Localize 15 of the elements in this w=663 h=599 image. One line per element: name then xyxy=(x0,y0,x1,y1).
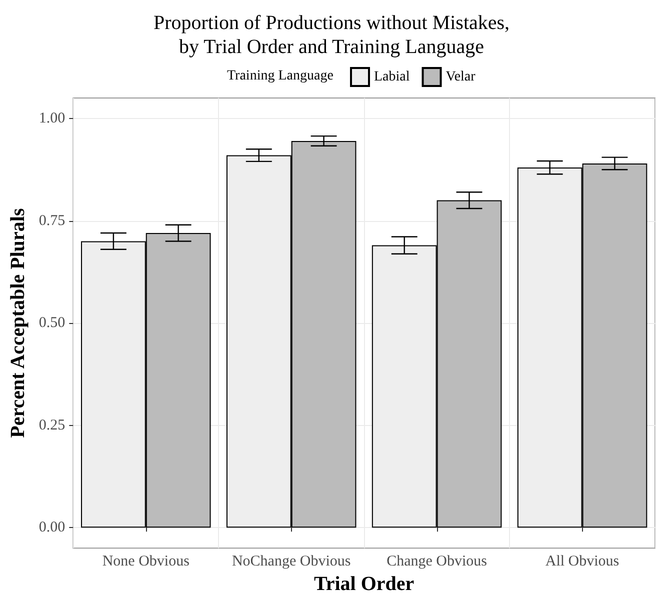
y-axis-title: Percent Acceptable Plurals xyxy=(7,208,29,438)
y-tick-label: 0.25 xyxy=(38,417,66,434)
legend-label: Velar xyxy=(446,70,476,84)
x-tick-label: None Obvious xyxy=(102,554,190,570)
y-tick-label: 1.00 xyxy=(38,110,66,126)
x-axis-title: Trial Order xyxy=(314,573,414,595)
x-tick-label: All Obvious xyxy=(545,554,620,570)
legend-label: Labial xyxy=(374,70,410,84)
x-tick-label: Change Obvious xyxy=(386,554,488,570)
y-tick-label: 0.00 xyxy=(38,520,66,536)
y-tick-label: 0.75 xyxy=(38,212,66,229)
legend-title: Training Language xyxy=(227,68,334,84)
y-tick-label: 0.50 xyxy=(38,315,66,332)
chart-title: Proportion of Productions without Mistakes, by Trial Order and Training Language xyxy=(153,12,510,58)
x-tick-label: NoChange Obvious xyxy=(232,554,351,570)
